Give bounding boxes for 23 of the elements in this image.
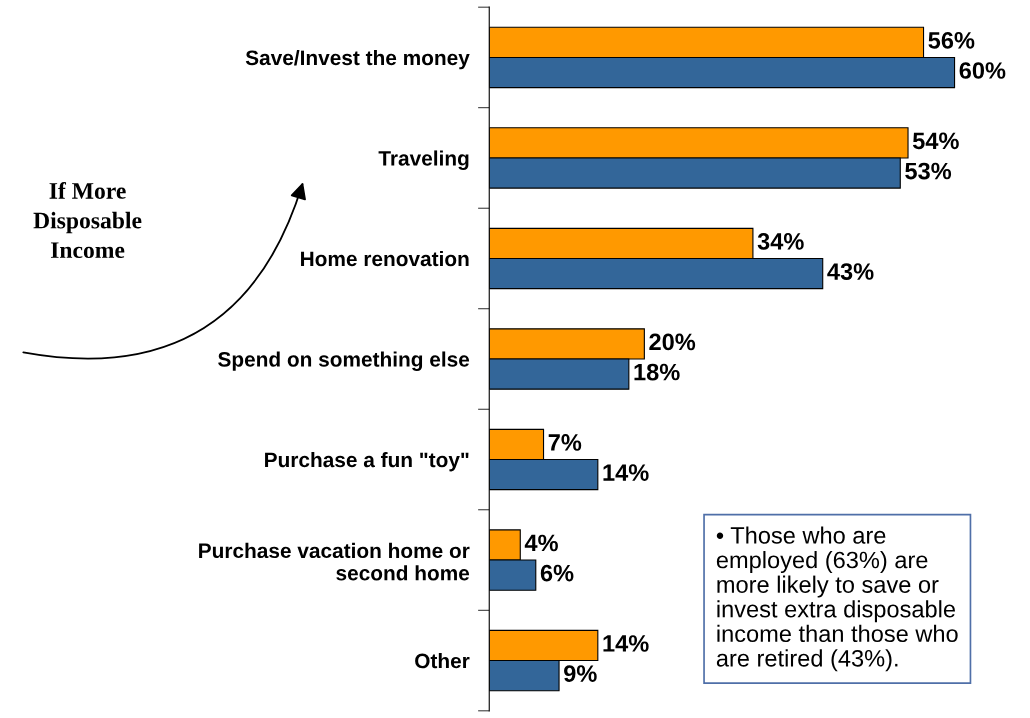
annotation: • Those who are employed (63%) are more likely to save or invest extra disposable income than those who are retired (43%). xyxy=(716,526,958,672)
y-tick-label: Save/Invest the money xyxy=(245,49,470,70)
y-tick-label: Home renovation xyxy=(301,250,469,267)
data-label: 6% xyxy=(540,564,574,582)
data-label: 60% xyxy=(959,62,1006,79)
y-tick-label: Spend on something else xyxy=(218,351,470,371)
data-label: 4% xyxy=(524,534,558,552)
y-tick-label: Purchase vacation home or second home xyxy=(199,542,470,581)
data-label: 56% xyxy=(928,31,975,49)
data-label: 54% xyxy=(912,132,959,150)
y-tick-label: Traveling xyxy=(378,150,469,170)
y-tick-label: Purchase a fun "toy" xyxy=(265,451,469,472)
data-label: 20% xyxy=(649,333,696,351)
y-tick-label: Other xyxy=(415,653,470,669)
data-label: 18% xyxy=(634,363,680,381)
data-label: 14% xyxy=(603,464,649,481)
data-label: 14% xyxy=(603,635,649,652)
data-label: 43% xyxy=(827,263,874,280)
text: If More Disposable Income xyxy=(33,182,142,259)
data-label: 34% xyxy=(757,233,804,250)
data-label: 53% xyxy=(905,162,952,180)
data-label: 7% xyxy=(548,434,582,451)
data-label: 9% xyxy=(564,665,597,682)
